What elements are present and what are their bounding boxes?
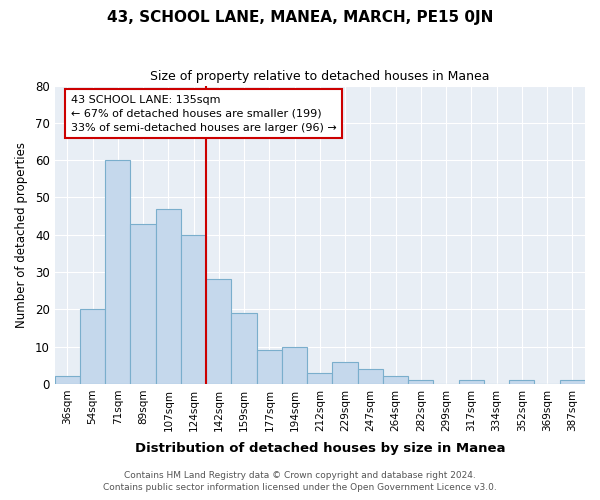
Bar (232, 313, 257, 384)
Bar (459, 380, 484, 384)
Bar (332, 362, 358, 384)
Title: Size of property relative to detached houses in Manea: Size of property relative to detached ho… (150, 70, 490, 83)
Bar (80, 310, 105, 384)
Bar (560, 380, 585, 384)
X-axis label: Distribution of detached houses by size in Manea: Distribution of detached houses by size … (134, 442, 505, 455)
Bar (155, 208, 181, 384)
Y-axis label: Number of detached properties: Number of detached properties (15, 142, 28, 328)
Text: 43 SCHOOL LANE: 135sqm
← 67% of detached houses are smaller (199)
33% of semi-de: 43 SCHOOL LANE: 135sqm ← 67% of detached… (71, 94, 337, 132)
Bar (206, 280, 232, 384)
Bar (105, 160, 130, 384)
Bar (509, 380, 535, 384)
Bar (383, 376, 408, 384)
Bar (130, 224, 155, 384)
Bar (181, 234, 206, 384)
Bar (282, 346, 307, 384)
Text: 43, SCHOOL LANE, MANEA, MARCH, PE15 0JN: 43, SCHOOL LANE, MANEA, MARCH, PE15 0JN (107, 10, 493, 25)
Bar (55, 376, 80, 384)
Text: Contains HM Land Registry data © Crown copyright and database right 2024.
Contai: Contains HM Land Registry data © Crown c… (103, 471, 497, 492)
Bar (257, 350, 282, 384)
Bar (358, 369, 383, 384)
Bar (408, 380, 433, 384)
Bar (307, 372, 332, 384)
